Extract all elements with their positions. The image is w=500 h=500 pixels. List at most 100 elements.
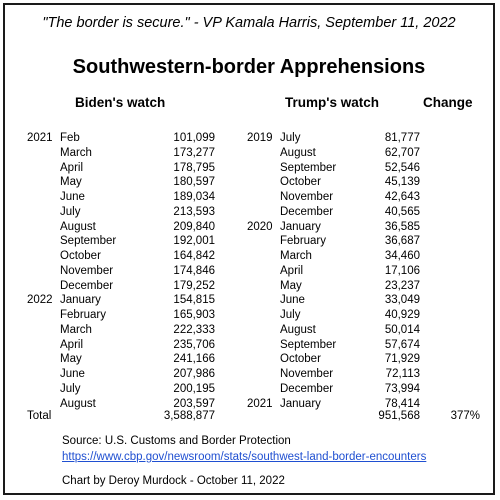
trump-value: 71,929 [384,353,420,366]
trump-month: June [280,294,305,307]
table-row: 2021 Feb 101,099 2019 July 81,777 [5,130,493,146]
total-trump: 951,568 [378,410,420,422]
biden-month: August [60,220,96,233]
biden-month: March [60,146,92,159]
biden-month: May [60,353,82,366]
biden-month: April [60,338,84,351]
trump-month: December [280,205,334,218]
quote-text: "The border is secure." - VP Kamala Harr… [42,15,456,31]
page-title: Southwestern-border Apprehensions [72,56,426,78]
biden-month: August [60,397,96,410]
biden-value: 164,842 [173,250,215,262]
biden-month: May [60,176,82,189]
trump-month: May [280,279,302,292]
table-row: February 165,903 July 40,929 [5,307,493,323]
trump-value: 57,674 [384,338,420,351]
total-row: Total 3,588,877 951,568 377% [5,408,493,424]
biden-value: 222,333 [173,323,215,336]
biden-value: 207,986 [173,368,215,380]
biden-month: June [60,191,85,203]
trump-month: January [280,220,321,233]
trump-value: 52,546 [384,161,420,174]
trump-month: November [280,368,334,380]
trump-value: 40,565 [384,205,420,218]
trump-month: July [280,309,301,321]
trump-month: April [280,264,304,277]
trump-month: August [280,323,316,336]
table-row: May 180,597 October 45,139 [5,174,493,190]
biden-month: January [60,294,101,307]
trump-value: 33,049 [384,294,420,307]
trump-month: July [280,132,301,144]
trump-value: 78,414 [384,397,420,410]
biden-month: July [60,205,81,218]
change-column-header: Change [423,95,473,110]
biden-value: 101,099 [173,132,215,144]
table-row: December 179,252 May 23,237 [5,278,493,294]
biden-month: Feb [60,132,80,144]
trump-value: 23,237 [384,279,420,292]
source-link[interactable]: https://www.cbp.gov/newsroom/stats/south… [62,451,427,463]
table-row: April 178,795 September 52,546 [5,160,493,176]
biden-value: 173,277 [173,146,215,159]
table-row: March 173,277 August 62,707 [5,145,493,161]
trump-year: 2020 [247,220,273,233]
table-row: April 235,706 September 57,674 [5,337,493,353]
table-row: July 200,195 December 73,994 [5,381,493,397]
table-row: July 213,593 December 40,565 [5,204,493,220]
table-row: October 164,842 March 34,460 [5,248,493,264]
trump-month: September [280,161,337,174]
biden-value: 213,593 [173,205,215,218]
biden-month: June [60,368,85,380]
trump-value: 36,687 [384,235,420,248]
trump-month: November [280,191,334,203]
credit-text: Chart by Deroy Murdock - October 11, 202… [62,475,285,487]
trump-value: 50,014 [384,323,420,336]
total-label: Total [27,410,52,422]
table-row: 2022 January 154,815 June 33,049 [5,292,493,308]
biden-month: November [60,264,114,277]
trump-month: December [280,382,334,395]
biden-value: 241,166 [173,353,215,366]
biden-month: April [60,161,84,174]
biden-column-header: Biden's watch [75,95,166,110]
trump-month: October [280,176,321,189]
trump-value: 62,707 [384,146,420,159]
table-row: June 207,986 November 72,113 [5,366,493,382]
biden-value: 178,795 [173,161,215,174]
biden-value: 165,903 [173,309,215,321]
table-row: March 222,333 August 50,014 [5,322,493,338]
biden-value: 200,195 [173,382,215,395]
biden-value: 180,597 [173,176,215,189]
trump-value: 45,139 [384,176,420,189]
trump-value: 72,113 [385,368,420,380]
biden-value: 235,706 [173,338,215,351]
biden-month: March [60,323,92,336]
biden-month: February [60,309,107,321]
biden-value: 179,252 [173,279,215,292]
biden-value: 203,597 [173,397,215,410]
trump-column-header: Trump's watch [285,95,379,110]
table-row: May 241,166 October 71,929 [5,351,493,367]
total-biden: 3,588,877 [163,410,215,422]
biden-month: December [60,279,114,292]
trump-month: October [280,353,321,366]
biden-value: 154,815 [173,294,215,307]
biden-value: 209,840 [173,220,215,233]
trump-value: 17,106 [384,264,420,277]
trump-value: 42,643 [384,191,420,203]
trump-year: 2021 [247,397,273,410]
biden-value: 189,034 [173,191,215,203]
biden-month: September [60,235,117,248]
trump-month: January [280,397,321,410]
trump-year: 2019 [247,132,273,144]
table-row: November 174,846 April 17,106 [5,263,493,279]
table-row: September 192,001 February 36,687 [5,233,493,249]
biden-month: July [60,382,81,395]
table-row: August 209,840 2020 January 36,585 [5,219,493,235]
source-text: Source: U.S. Customs and Border Protecti… [62,435,291,447]
biden-month: October [60,250,101,262]
total-change: 377% [450,410,480,422]
biden-year: 2022 [27,294,53,307]
biden-year: 2021 [27,132,53,144]
